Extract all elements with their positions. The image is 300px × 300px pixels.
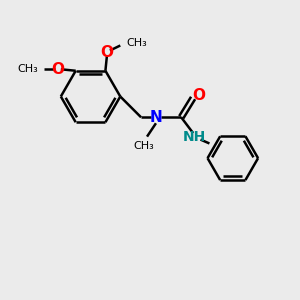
Text: N: N	[150, 110, 162, 125]
Text: O: O	[51, 62, 64, 77]
Text: O: O	[100, 45, 113, 60]
Text: CH₃: CH₃	[134, 141, 154, 151]
Text: O: O	[192, 88, 205, 103]
Text: CH₃: CH₃	[126, 38, 147, 47]
Text: CH₃: CH₃	[18, 64, 38, 74]
Text: NH: NH	[183, 130, 206, 144]
